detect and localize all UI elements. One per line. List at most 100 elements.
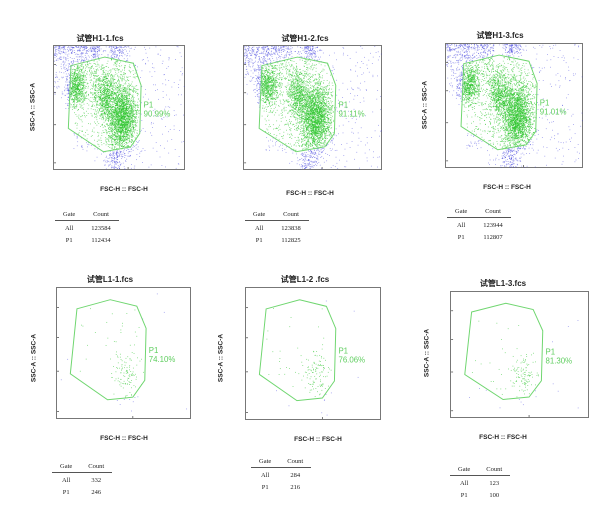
event-dot-outside bbox=[121, 50, 123, 52]
event-dot-in-gate bbox=[76, 83, 78, 85]
event-dot-in-gate bbox=[116, 148, 117, 149]
event-dot-in-gate bbox=[79, 94, 81, 96]
event-dot-in-gate bbox=[77, 133, 79, 135]
event-dot-in-gate bbox=[73, 107, 75, 109]
event-dot-outside bbox=[117, 159, 118, 160]
event-dot-in-gate bbox=[77, 67, 79, 69]
event-dot-in-gate bbox=[123, 115, 125, 116]
event-dot-in-gate bbox=[69, 102, 71, 104]
event-dot-in-gate bbox=[112, 101, 114, 103]
event-dot-in-gate bbox=[75, 122, 77, 124]
event-dot-in-gate bbox=[74, 112, 76, 114]
event-dot-in-gate bbox=[73, 76, 75, 77]
event-dot-in-gate bbox=[124, 110, 126, 112]
event-dot-in-gate bbox=[129, 125, 131, 127]
event-dot-in-gate bbox=[79, 73, 81, 75]
event-dot-in-gate bbox=[73, 85, 75, 87]
event-dot-in-gate bbox=[114, 111, 116, 113]
event-dot-in-gate bbox=[95, 78, 97, 80]
event-dot-in-gate bbox=[102, 85, 103, 87]
event-dot-in-gate bbox=[78, 92, 79, 94]
event-dot-in-gate bbox=[109, 99, 111, 100]
event-dot-in-gate bbox=[76, 73, 78, 74]
event-dot-in-gate bbox=[105, 75, 107, 77]
event-dot-in-gate bbox=[103, 90, 105, 91]
event-dot-outside bbox=[145, 63, 147, 65]
event-dot-outside bbox=[115, 46, 117, 48]
event-dot-in-gate bbox=[108, 138, 110, 140]
event-dot-outside bbox=[63, 65, 64, 67]
event-dot-in-gate bbox=[126, 96, 128, 97]
event-dot-outside bbox=[151, 122, 152, 123]
event-dot-in-gate bbox=[115, 85, 116, 87]
event-dot-in-gate bbox=[118, 120, 120, 122]
event-dot-outside bbox=[65, 103, 67, 104]
event-dot-in-gate bbox=[79, 84, 80, 85]
event-dot-in-gate bbox=[124, 107, 125, 109]
event-dot-in-gate bbox=[100, 96, 102, 98]
event-dot-in-gate bbox=[106, 84, 107, 86]
event-dot-outside bbox=[145, 62, 146, 64]
event-dot-in-gate bbox=[114, 83, 116, 85]
event-dot-in-gate bbox=[106, 132, 108, 134]
event-dot-in-gate bbox=[110, 106, 111, 108]
event-dot-in-gate bbox=[96, 101, 98, 102]
event-dot-in-gate bbox=[94, 105, 96, 107]
event-dot-in-gate bbox=[132, 89, 134, 90]
event-dot-in-gate bbox=[115, 128, 116, 130]
event-dot-in-gate bbox=[90, 101, 92, 102]
event-dot-outside bbox=[67, 75, 69, 77]
event-dot-outside bbox=[165, 166, 166, 168]
event-dot-in-gate bbox=[106, 104, 108, 106]
event-dot-in-gate bbox=[105, 99, 107, 101]
event-dot-in-gate bbox=[121, 125, 123, 126]
event-dot-in-gate bbox=[80, 116, 81, 118]
event-dot-in-gate bbox=[105, 113, 106, 114]
event-dot-in-gate bbox=[123, 105, 124, 107]
event-dot-in-gate bbox=[114, 102, 116, 103]
event-dot-outside bbox=[120, 51, 122, 53]
event-dot-outside bbox=[56, 75, 58, 77]
event-dot-outside bbox=[95, 47, 97, 48]
event-dot-outside bbox=[58, 52, 59, 54]
event-dot-in-gate bbox=[74, 102, 76, 104]
event-dot-in-gate bbox=[77, 66, 79, 68]
event-dot-outside bbox=[119, 154, 121, 155]
event-dot-in-gate bbox=[133, 115, 135, 117]
event-dot-in-gate bbox=[120, 119, 122, 121]
event-dot-in-gate bbox=[118, 110, 120, 111]
event-dot-outside bbox=[159, 156, 161, 158]
event-dot-in-gate bbox=[126, 130, 128, 132]
event-dot-in-gate bbox=[119, 118, 121, 119]
event-dot-in-gate bbox=[106, 132, 108, 133]
event-dot-in-gate bbox=[92, 93, 94, 95]
event-dot-in-gate bbox=[108, 112, 109, 114]
event-dot-outside bbox=[127, 53, 129, 54]
event-dot-in-gate bbox=[108, 110, 110, 112]
event-dot-in-gate bbox=[77, 85, 79, 87]
event-dot-in-gate bbox=[117, 105, 119, 107]
event-dot-in-gate bbox=[92, 129, 93, 131]
event-dot-in-gate bbox=[132, 113, 134, 114]
event-dot-in-gate bbox=[119, 140, 121, 142]
event-dot-outside bbox=[173, 82, 175, 83]
event-dot-in-gate bbox=[112, 109, 114, 110]
event-dot-outside bbox=[72, 47, 74, 49]
event-dot-outside bbox=[65, 57, 67, 59]
event-dot-in-gate bbox=[79, 97, 81, 99]
event-dot-in-gate bbox=[91, 66, 93, 68]
event-dot-in-gate bbox=[80, 102, 82, 104]
event-dot-in-gate bbox=[111, 115, 113, 117]
event-dot-outside bbox=[97, 46, 99, 48]
event-dot-outside bbox=[101, 153, 102, 155]
event-dot-in-gate bbox=[78, 80, 80, 82]
event-dot-in-gate bbox=[128, 114, 130, 116]
event-dot-in-gate bbox=[128, 142, 130, 144]
event-dot-in-gate bbox=[115, 110, 117, 112]
event-dot-in-gate bbox=[128, 84, 130, 86]
event-dot-in-gate bbox=[105, 66, 107, 68]
event-dot-outside bbox=[85, 57, 87, 58]
event-dot-in-gate bbox=[126, 118, 128, 120]
event-dot-in-gate bbox=[112, 138, 114, 140]
event-dot-in-gate bbox=[124, 123, 126, 124]
